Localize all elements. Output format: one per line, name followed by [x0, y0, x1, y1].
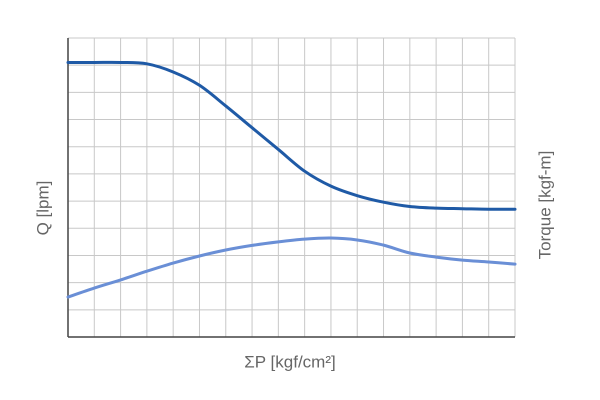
y2-axis-label: Torque [kgf-m] — [535, 151, 554, 260]
series-line — [66, 60, 517, 211]
y-axis-label: Q [lpm] — [33, 181, 52, 236]
series-line — [66, 236, 517, 299]
x-axis-label: ΣP [kgf/cm²] — [244, 352, 335, 371]
